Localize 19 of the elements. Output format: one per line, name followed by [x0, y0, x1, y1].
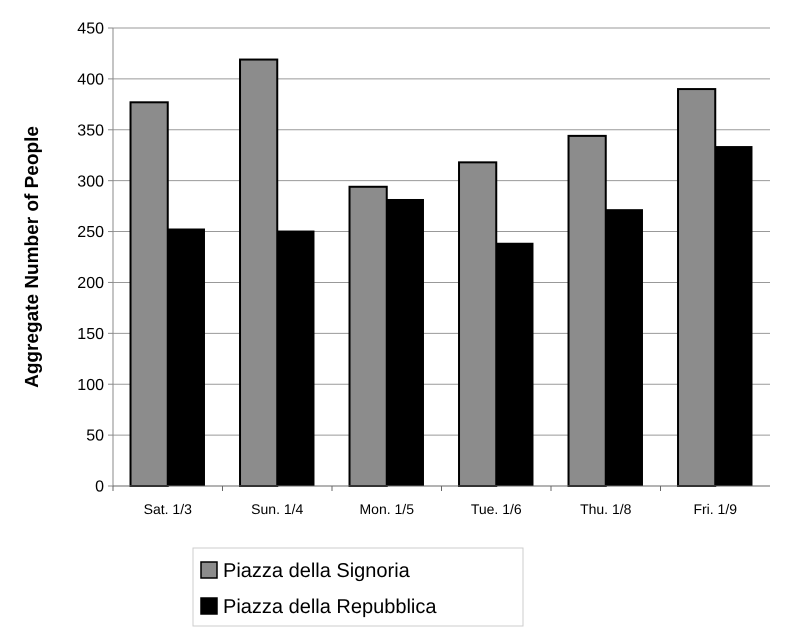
x-tick-label: Tue. 1/6 — [470, 501, 522, 517]
x-tick-label: Sun. 1/4 — [251, 501, 304, 517]
y-tick-label: 350 — [77, 122, 104, 140]
y-tick-label: 50 — [86, 428, 104, 445]
y-tick-label: 150 — [77, 326, 104, 343]
y-axis-title: Aggregate Number of People — [22, 126, 43, 388]
legend-label: Piazza della Repubblica — [223, 596, 438, 618]
y-tick-label: 100 — [77, 376, 104, 394]
y-tick-label: 450 — [77, 20, 104, 38]
y-tick-label: 0 — [95, 478, 104, 496]
x-tick-label: Thu. 1/8 — [580, 501, 632, 517]
y-tick-label: 300 — [77, 173, 104, 190]
y-tick-label: 200 — [77, 275, 104, 292]
legend-label: Piazza della Signoria — [223, 560, 411, 582]
x-tick-label: Mon. 1/5 — [360, 501, 414, 517]
x-tick-label: Fri. 1/9 — [693, 501, 738, 517]
y-tick-label: 400 — [77, 71, 104, 88]
x-tick-label: Sat. 1/3 — [144, 501, 192, 517]
y-tick-label: 250 — [77, 224, 104, 242]
